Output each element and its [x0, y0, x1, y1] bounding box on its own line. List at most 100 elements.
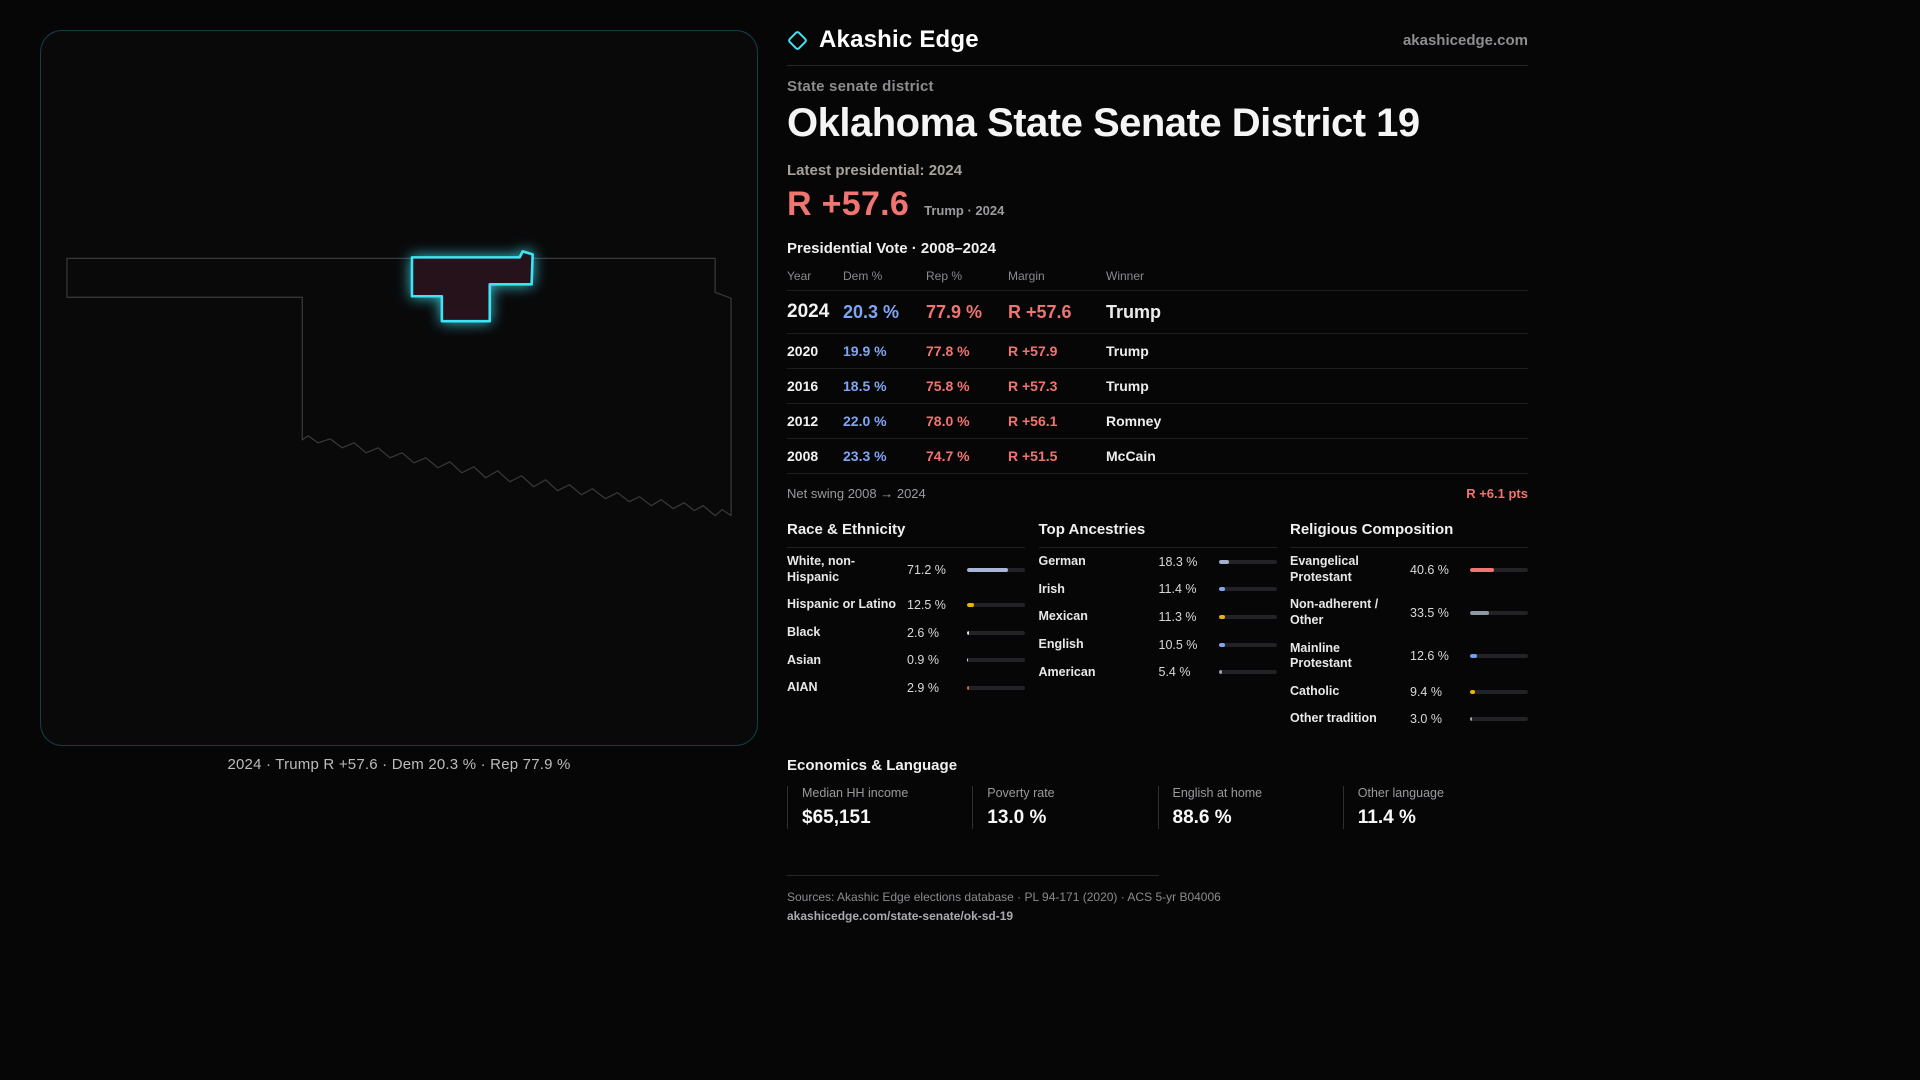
vote-row: 2016 18.5 % 75.8 % R +57.3 Trump [787, 368, 1528, 404]
district-type-label: State senate district [787, 78, 934, 95]
economics-title: Economics & Language [787, 757, 958, 774]
demo-item-value: 5.4 % [1158, 665, 1191, 680]
demo-item-value: 71.2 % [907, 562, 946, 577]
footer: Sources: Akashic Edge elections database… [787, 875, 1528, 923]
vote-col-header: Winner [1106, 269, 1145, 283]
demo-item-bar [967, 567, 1025, 572]
demo-item-bar [1470, 654, 1528, 659]
demo-group-title: Race & Ethnicity [787, 521, 1025, 548]
demo-item-bar [1218, 615, 1277, 620]
vote-col-header: Margin [1008, 269, 1045, 283]
demo-item-bar-fill [967, 685, 969, 690]
vote-row: 2008 23.3 % 74.7 % R +51.5 McCain [787, 438, 1528, 473]
vote-cell-winner: Trump [1106, 333, 1528, 369]
headline-margin-block: R +57.6 Trump · 2024 [787, 185, 1528, 224]
demo-item-label: Asian [787, 652, 822, 667]
permalink-link[interactable]: akashicedge.com/state-senate/ok-sd-19 [787, 909, 1014, 923]
demo-item-value: 12.6 % [1410, 649, 1449, 664]
vote-row: 2024 20.3 % 77.9 % R +57.6 Trump [787, 290, 1528, 334]
latest-presidential-label: Latest presidential: 2024 [787, 162, 963, 179]
net-swing-row: Net swing 2008 → 2024 R +6.1 pts [787, 473, 1528, 501]
vote-cell-margin: R +57.9 [1008, 333, 1106, 369]
senate-district-19-shape[interactable] [410, 250, 534, 323]
headline-margin-value: R +57.6 [787, 185, 910, 223]
demo-item-value: 2.9 % [907, 680, 939, 695]
vote-table-header-row: Year Dem % Rep % Margin Winner [787, 263, 1528, 291]
stat-value: 11.4 % [1357, 807, 1416, 828]
demo-item-bar [967, 630, 1025, 635]
demo-group: Religious Composition Evangelical Protest… [1290, 521, 1528, 733]
demo-item-bar-fill [1470, 654, 1478, 659]
demo-item-bar [1218, 559, 1277, 564]
demo-item-bar [1218, 587, 1277, 592]
demo-item-value: 40.6 % [1410, 562, 1449, 577]
net-swing-value: R +6.1 pts [1466, 486, 1528, 501]
header-divider [787, 65, 1528, 66]
demo-item: English 10.5 % [1039, 631, 1277, 659]
demo-item-label: White, non-Hispanic [787, 554, 856, 584]
demo-item-label: Irish [1038, 581, 1065, 596]
demo-item-value: 11.4 % [1158, 582, 1197, 597]
demo-item-bar [1470, 567, 1528, 572]
brand-name: Akashic Edge [819, 26, 979, 53]
vote-col-header: Rep % [926, 269, 963, 283]
demo-group-title: Religious Composition [1290, 521, 1528, 548]
demo-item-bar-fill [967, 567, 1009, 572]
oklahoma-state-outline [66, 257, 732, 517]
demo-item-bar-fill [967, 603, 975, 608]
demo-item-label: Non-adherent / Other [1290, 597, 1379, 627]
vote-cell-margin: R +51.5 [1008, 438, 1106, 473]
demo-item-value: 0.9 % [907, 653, 939, 668]
demo-item-bar-fill [1218, 642, 1225, 647]
demo-item-bar-fill [967, 658, 968, 663]
demo-item-label: Catholic [1290, 683, 1340, 698]
vote-cell-year: 2016 [787, 368, 843, 404]
demo-item: Catholic 9.4 % [1290, 678, 1528, 706]
stat-block: Poverty rate 13.0 % [972, 786, 1157, 829]
demo-item-bar-fill [1470, 717, 1472, 722]
demo-item-value: 9.4 % [1410, 684, 1442, 699]
demo-item-value: 11.3 % [1158, 610, 1197, 625]
net-swing-label: Net swing 2008 → 2024 [787, 486, 926, 501]
demo-item-label: Other tradition [1290, 711, 1377, 726]
demo-item-label: Black [787, 624, 821, 639]
vote-cell-winner: Trump [1106, 368, 1528, 404]
vote-cell-dem: 19.9 % [843, 333, 926, 369]
site-url-link[interactable]: akashicedge.com [1402, 31, 1528, 49]
demo-item-value: 2.6 % [907, 625, 939, 640]
demo-item-value: 3.0 % [1410, 712, 1442, 727]
demo-item: Irish 11.4 % [1039, 576, 1277, 604]
vote-cell-year: 2012 [787, 403, 843, 439]
demo-item-bar-fill [1218, 559, 1230, 564]
vote-table-title: Presidential Vote · 2008–2024 [787, 240, 997, 257]
sources-line: Sources: Akashic Edge elections database… [787, 890, 1221, 904]
economics-stats: Median HH income $65,151 Poverty rate 13.0 … [787, 786, 1528, 829]
stat-block: Other language 11.4 % [1342, 786, 1528, 829]
demo-group: Race & Ethnicity White, non-Hispanic 71.2 … [787, 521, 1025, 733]
vote-cell-winner: Romney [1106, 403, 1528, 439]
demo-item-bar-fill [1470, 689, 1476, 694]
stat-label: Poverty rate [987, 786, 1055, 800]
demo-item-label: English [1038, 636, 1084, 651]
demo-item: White, non-Hispanic 71.2 % [787, 548, 1025, 591]
demo-item-bar [1470, 689, 1528, 694]
vote-cell-year: 2024 [787, 290, 843, 334]
demo-item-bar-fill [967, 630, 969, 635]
demo-item: Hispanic or Latino 12.5 % [787, 591, 1025, 619]
district-map-panel [40, 30, 758, 746]
demo-item-bar-fill [1218, 587, 1226, 592]
demo-item-label: AIAN [787, 680, 818, 695]
demo-item-bar [1218, 670, 1277, 675]
stat-label: Median HH income [802, 786, 909, 800]
vote-cell-year: 2020 [787, 333, 843, 369]
demo-item: Mexican 11.3 % [1039, 603, 1277, 631]
vote-cell-margin: R +57.6 [1008, 290, 1106, 334]
map-caption: 2024 · Trump R +57.6 · Dem 20.3 % · Rep … [227, 756, 571, 773]
headline-margin-context: Trump · 2024 [924, 203, 1005, 218]
vote-cell-margin: R +56.1 [1008, 403, 1106, 439]
diamond-logo-icon [786, 29, 809, 51]
stat-value: $65,151 [802, 807, 871, 828]
demo-item-value: 10.5 % [1158, 637, 1198, 652]
demo-item: Black 2.6 % [787, 619, 1025, 647]
demo-item-bar-fill [1470, 567, 1494, 572]
